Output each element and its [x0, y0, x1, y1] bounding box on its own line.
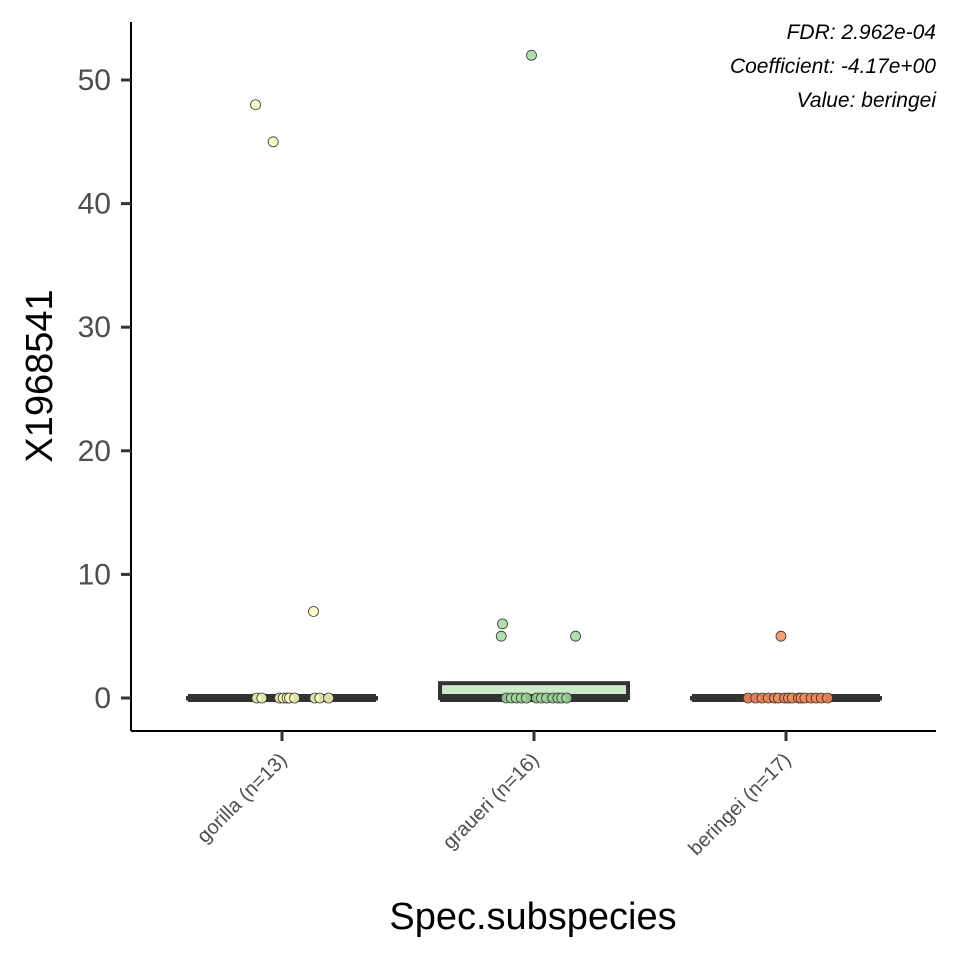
annotation-value: Value: beringei [797, 89, 938, 112]
data-point [495, 630, 507, 642]
points-layer [250, 49, 833, 704]
data-point [497, 618, 508, 630]
data-point [526, 49, 537, 61]
y-axis-title: X1968541 [19, 289, 61, 462]
x-tick-label: graueri (n=16) [439, 749, 544, 854]
y-tick-label: 20 [78, 435, 111, 468]
data-point [561, 692, 573, 704]
y-tick-label: 40 [78, 188, 111, 221]
x-tick-label: beringei (n=17) [684, 749, 795, 860]
data-point [822, 692, 833, 704]
data-point [775, 630, 787, 642]
annotation-fdr: FDR: 2.962e-04 [787, 21, 936, 44]
data-point [289, 692, 301, 704]
data-point [521, 692, 532, 704]
data-point [267, 136, 279, 148]
data-point [308, 606, 319, 617]
data-point [250, 99, 261, 111]
data-point [570, 630, 581, 642]
y-ticks: 0 10 20 30 40 50 [78, 64, 131, 715]
data-point [323, 692, 335, 704]
x-axis-title: Spec.subspecies [389, 896, 676, 938]
annotation-coefficient: Coefficient: -4.17e+00 [730, 55, 936, 78]
y-tick-label: 30 [78, 311, 111, 344]
y-tick-label: 50 [78, 64, 111, 97]
x-ticks: gorilla (n=13) graueri (n=16) beringei (n=… [193, 731, 796, 860]
data-point [256, 692, 268, 704]
y-tick-label: 0 [94, 682, 111, 715]
x-tick-label: gorilla (n=13) [193, 749, 291, 847]
y-tick-label: 10 [78, 558, 111, 591]
